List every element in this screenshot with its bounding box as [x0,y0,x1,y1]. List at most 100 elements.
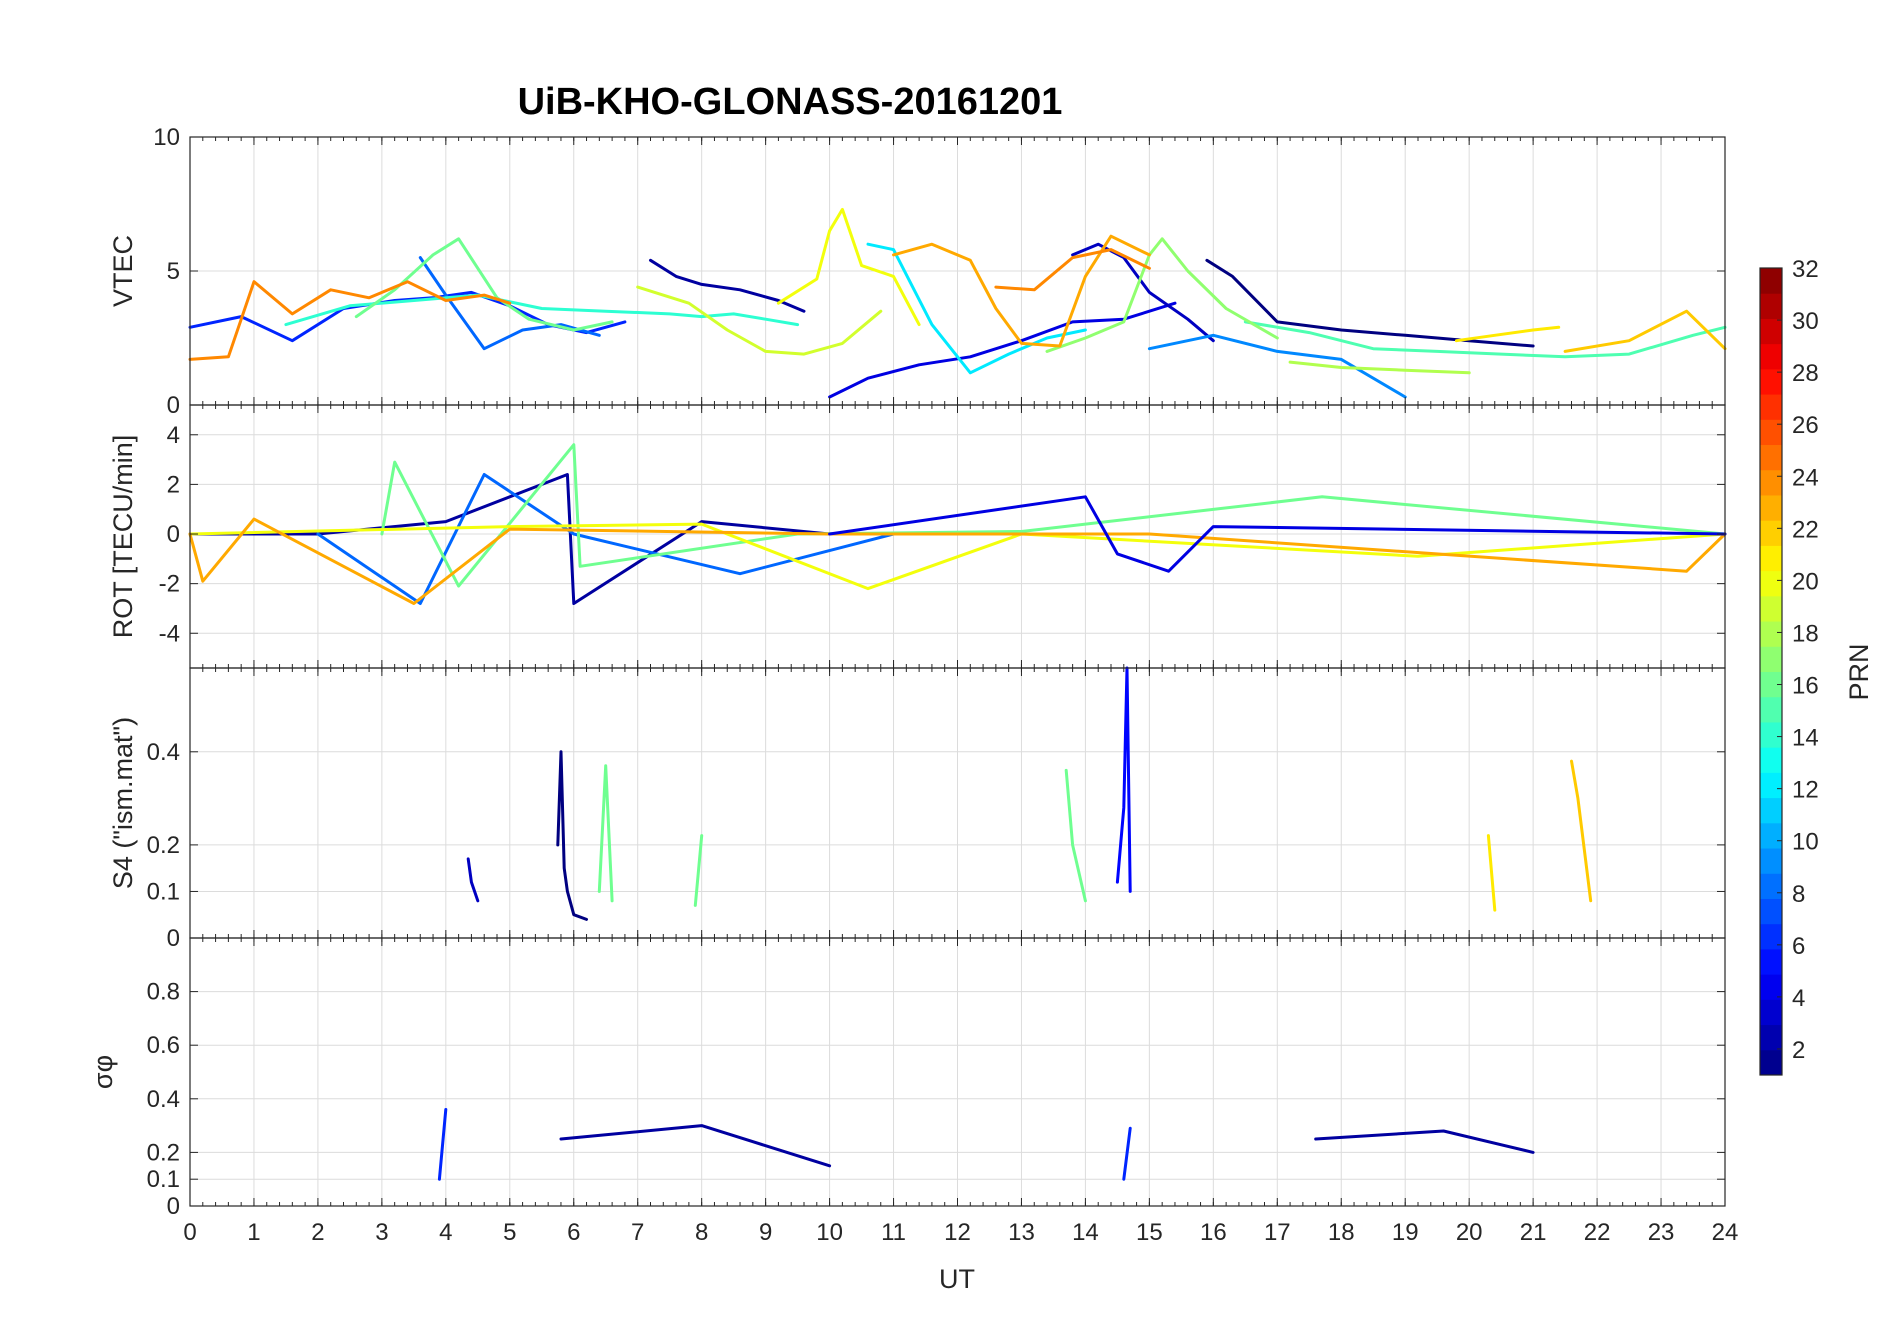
colorbar-band-14 [1760,696,1782,723]
colorbar-band-4 [1760,948,1782,975]
xtick-label-15: 15 [1136,1219,1163,1246]
colorbar-band-0 [1760,1049,1782,1076]
panel-s4: 0 0.1 0.2 0.4 S4 ("ism.mat") [108,666,1726,952]
trace-vtec-8 [284,293,800,327]
colorbar-band-29 [1760,318,1782,345]
xtick-label-14: 14 [1072,1219,1099,1246]
colorbar-band-5 [1760,923,1782,950]
trace-s4-7 [1570,759,1593,903]
colorbar-band-20 [1760,545,1782,572]
trace-vtec-16 [1563,309,1727,353]
grid-sigma_phi [189,938,1726,1207]
colorbar-tick-10: 22 [1792,516,1819,543]
colorbar-band-17 [1760,621,1782,647]
xtick-label-4: 4 [439,1219,452,1246]
trace-vtec-6 [1147,333,1407,399]
colorbar-tick-13: 28 [1792,360,1819,387]
xtick-label-10: 10 [816,1219,843,1246]
y-axis-label-s4: S4 ("ism.mat") [108,717,138,889]
colorbar-tick-7: 16 [1792,673,1819,700]
panel-sigma_phi: 00.10.2 0.4 0.6 0.8 σφ [88,937,1726,1220]
trace-vtec-17 [892,234,1151,348]
xtick-label-19: 19 [1392,1219,1419,1246]
y-axis-label-sigma_phi: σφ [88,1055,118,1089]
ytick-label-vtec-2: 10 [153,124,180,151]
colorbar-band-13 [1760,721,1782,748]
colorbar-band-24 [1760,444,1782,471]
colorbar-band-18 [1760,595,1782,622]
colorbar-tick-0: 2 [1792,1037,1805,1064]
xtick-label-5: 5 [503,1219,516,1246]
trace-s4-3 [597,764,614,903]
trace-vtec-15 [1454,325,1561,343]
ytick-label-s4-2: 0.2 [147,832,180,859]
y-axis-label-rot: ROT [TECU/min] [108,435,138,639]
xtick-label-0: 0 [183,1219,196,1246]
colorbar-tick-11: 24 [1792,464,1819,491]
xtick-label-13: 13 [1008,1219,1035,1246]
trace-vtec-1 [828,301,1177,399]
trace-rot-2 [380,443,1727,588]
colorbar-tick-8: 18 [1792,620,1819,647]
trace-vtec-9 [1243,320,1727,359]
colorbar-band-15 [1760,671,1782,698]
xtick-label-20: 20 [1456,1219,1483,1246]
xtick-label-3: 3 [375,1219,388,1246]
ytick-label-sigma_phi-4: 0.6 [147,1032,180,1059]
colorbar-band-23 [1760,469,1782,496]
colorbar-band-19 [1760,570,1782,597]
colorbar-band-9 [1760,822,1782,849]
xtick-label-7: 7 [631,1219,644,1246]
trace-sigma_phi-0 [559,1124,832,1168]
xtick-label-24: 24 [1712,1219,1739,1246]
trace-sigma_phi-1 [1314,1129,1535,1154]
xtick-label-23: 23 [1648,1219,1675,1246]
x-tick-labels: 0 1 2 3 4 5 6 7 8 9 10 11 12 13 14 15 16 17 18 19 20 21 22 23 24 [183,1219,1738,1246]
trace-vtec-2 [1071,242,1215,343]
trace-vtec-18 [188,280,512,361]
trace-vtec-19 [994,248,1151,292]
xtick-label-9: 9 [759,1219,772,1246]
ytick-label-rot-4: 4 [167,422,180,449]
colorbar-band-1 [1760,1024,1782,1051]
colorbar-tick-14: 30 [1792,308,1819,335]
colorbar-tick-2: 6 [1792,933,1805,960]
panel-vtec: 0 5 10 VTEC [108,124,1727,419]
y-axis-label-vtec: VTEC [108,235,138,307]
colorbar-band-11 [1760,772,1782,799]
ytick-label-s4-0: 0 [167,925,180,952]
trace-vtec-7 [866,242,1087,375]
trace-vtec-3 [1205,258,1535,348]
chart-title: UiB-KHO-GLONASS-20161201 [518,81,1063,123]
trace-s4-6 [1486,834,1497,912]
trace-rot-3 [188,522,1727,591]
ytick-label-rot-2: 0 [167,521,180,548]
xtick-label-2: 2 [311,1219,324,1246]
xtick-label-17: 17 [1264,1219,1291,1246]
trace-rot-1 [316,473,895,605]
trace-s4-0 [556,750,588,921]
trace-s4-5 [1064,768,1087,903]
colorbar-frame [1759,267,1783,1076]
colorbar-band-25 [1760,419,1782,446]
colorbar-band-30 [1760,293,1782,319]
ytick-label-sigma_phi-1: 0.1 [147,1166,180,1193]
colorbar-band-3 [1760,974,1782,1000]
trace-sigma_phi-2 [437,1108,448,1181]
colorbar-band-22 [1760,494,1782,521]
colorbar-band-28 [1760,343,1782,370]
ytick-label-rot-0: -4 [159,620,180,647]
xtick-label-8: 8 [695,1219,708,1246]
trace-vtec-11 [1045,237,1279,353]
colorbar-label: PRN [1844,643,1874,700]
ytick-label-sigma_phi-2: 0.2 [147,1139,180,1166]
grid-vtec [189,136,1726,406]
colorbar-band-12 [1760,747,1782,773]
colorbar-tick-9: 20 [1792,568,1819,595]
colorbar-band-26 [1760,394,1782,420]
colorbar-tick-6: 14 [1792,725,1819,752]
colorbar-tick-5: 12 [1792,777,1819,804]
xtick-label-6: 6 [567,1219,580,1246]
